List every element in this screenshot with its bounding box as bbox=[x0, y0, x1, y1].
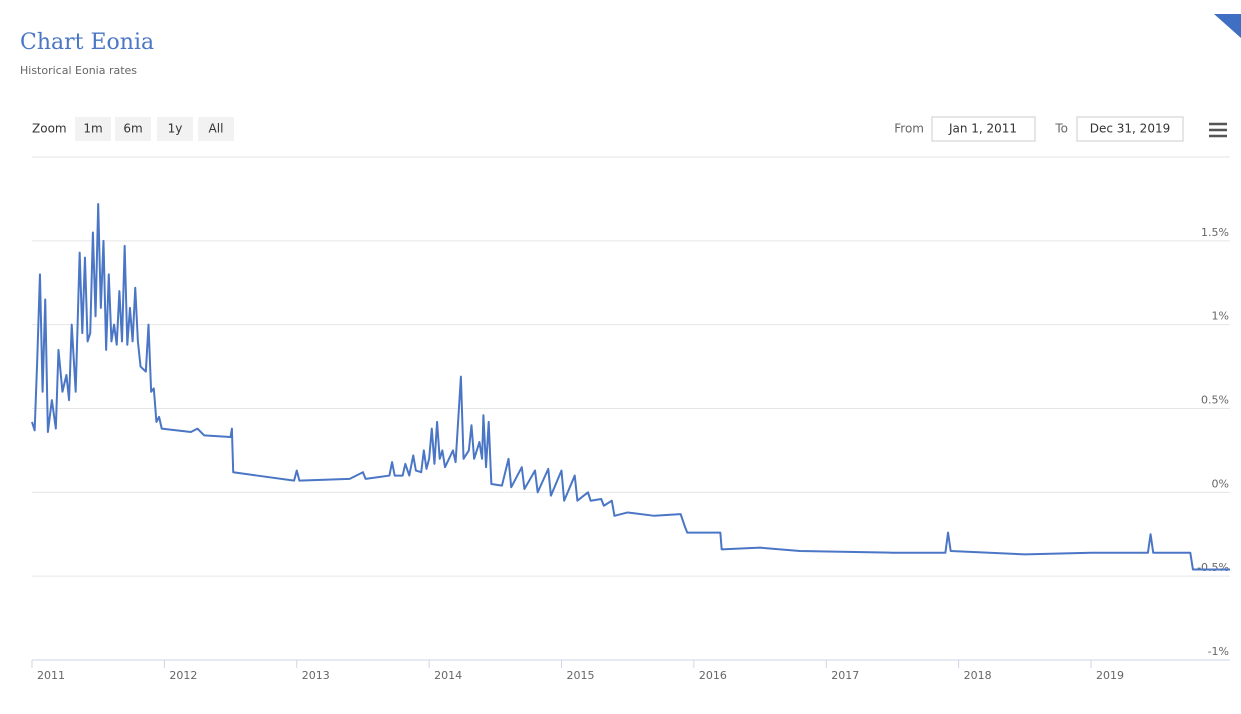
zoom-button-label[interactable]: 1y bbox=[168, 122, 183, 136]
x-tick-label: 2013 bbox=[302, 669, 330, 682]
to-input[interactable] bbox=[1076, 116, 1184, 142]
data-line bbox=[31, 202, 1230, 571]
from-input[interactable] bbox=[931, 116, 1036, 142]
y-tick-label: 0% bbox=[1212, 477, 1229, 490]
x-tick-label: 2019 bbox=[1096, 669, 1124, 682]
y-tick-label: -0.5% bbox=[1197, 561, 1229, 574]
from-label: From bbox=[894, 122, 924, 136]
to-label: To bbox=[1054, 122, 1068, 136]
x-tick-label: 2016 bbox=[699, 669, 727, 682]
x-tick-label: 2014 bbox=[434, 669, 462, 682]
zoom-button-label[interactable]: All bbox=[209, 122, 224, 136]
to-value[interactable]: Dec 31, 2019 bbox=[1090, 122, 1170, 136]
y-tick-label: -1% bbox=[1208, 645, 1229, 658]
y-tick-label: 1.5% bbox=[1201, 226, 1229, 239]
from-value[interactable]: Jan 1, 2011 bbox=[948, 122, 1017, 136]
corner-decoration bbox=[1214, 14, 1241, 38]
chart-subtitle: Historical Eonia rates bbox=[20, 64, 137, 77]
zoom-button-label[interactable]: 1m bbox=[83, 122, 102, 136]
zoom-label: Zoom bbox=[32, 122, 67, 136]
zoom-button-label[interactable]: 6m bbox=[123, 122, 142, 136]
zoom-button[interactable]: 1m bbox=[75, 117, 111, 141]
zoom-button[interactable]: 1y bbox=[157, 117, 193, 141]
x-tick-label: 2018 bbox=[964, 669, 992, 682]
zoom-button[interactable]: 6m bbox=[115, 117, 151, 141]
y-tick-label: 0.5% bbox=[1201, 394, 1229, 407]
y-tick-label: 1% bbox=[1212, 310, 1229, 323]
menu-button[interactable] bbox=[1209, 122, 1227, 138]
x-tick-label: 2011 bbox=[37, 669, 65, 682]
chart-title: Chart Eonia bbox=[20, 30, 154, 55]
x-tick-label: 2015 bbox=[567, 669, 595, 682]
x-tick-label: 2012 bbox=[169, 669, 197, 682]
zoom-button[interactable]: All bbox=[198, 117, 234, 141]
x-tick-label: 2017 bbox=[831, 669, 859, 682]
